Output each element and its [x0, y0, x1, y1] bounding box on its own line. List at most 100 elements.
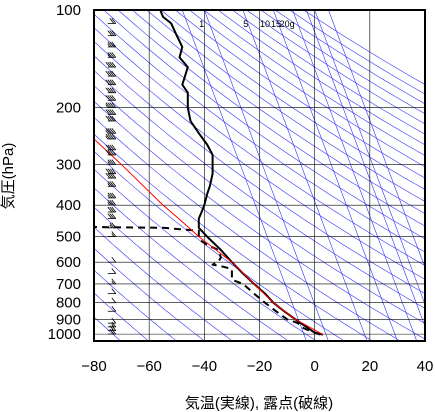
dry-adiabat-line	[217, 10, 425, 146]
wind-barb-flag	[109, 79, 115, 85]
wind-barb-flag	[111, 102, 117, 108]
dry-adiabat-line	[94, 41, 425, 280]
wind-barb-flag	[111, 52, 117, 58]
wind-barb-flag	[111, 328, 117, 335]
wind-barb	[107, 18, 117, 24]
wind-barb	[107, 256, 117, 263]
wind-barb	[107, 206, 117, 213]
mixing-ratio-lines	[181, 10, 425, 341]
wind-barb-flag	[109, 102, 115, 108]
wind-barb	[105, 133, 117, 140]
y-tick-label: 200	[56, 100, 81, 117]
wind-barb-flag	[111, 30, 117, 36]
dry-adiabat-line	[103, 10, 425, 240]
wind-barb-flag	[111, 268, 117, 274]
dry-adiabat-line	[94, 55, 425, 294]
wind-barb-flag	[111, 168, 117, 174]
wind-barb-half-flag	[111, 323, 115, 328]
wind-barb-flag	[111, 144, 117, 151]
wind-barb-flag	[107, 115, 113, 122]
wind-barb	[107, 41, 117, 48]
wind-barb	[105, 87, 117, 94]
wind-barb-flag	[107, 213, 113, 219]
wind-barb	[107, 268, 117, 274]
wind-barb-flag	[105, 109, 111, 115]
wind-barb	[107, 192, 117, 199]
wind-barb-flag	[109, 206, 115, 213]
dry-adiabat-line	[132, 10, 425, 214]
wind-barb-flag	[111, 278, 117, 285]
plot-frame	[93, 9, 426, 342]
dry-adiabat-line	[94, 269, 177, 341]
dry-adiabat-lines	[94, 10, 425, 341]
wind-barb-flag	[109, 159, 115, 165]
wind-barb-flag	[107, 149, 113, 156]
y-tick-label: 600	[56, 254, 81, 271]
wind-barb-flag	[105, 115, 111, 122]
wind-barb-flag	[111, 70, 117, 77]
wind-barb-half-flag	[107, 201, 111, 206]
wind-barb-flag	[107, 95, 113, 101]
wind-barb-flag	[111, 79, 117, 85]
wind-barb-half-flag	[105, 130, 109, 134]
wind-barb-half-flag	[107, 54, 111, 58]
wind-barb	[105, 127, 117, 134]
mixing-ratio-label: 10	[260, 19, 270, 29]
wind-barb-flag	[107, 61, 113, 68]
wind-barb-flag	[107, 192, 113, 199]
dry-adiabat-line	[94, 168, 317, 341]
mixing-ratio-label: 1	[199, 19, 204, 29]
wind-barb	[105, 70, 117, 77]
wind-barb-flag	[109, 199, 115, 206]
mixing-ratio-line	[273, 10, 398, 341]
wind-barb-flag	[111, 181, 117, 187]
wind-barb-flag	[111, 306, 117, 312]
dry-adiabat-line	[94, 27, 425, 266]
wind-barb-half-flag	[111, 280, 115, 285]
wind-barb-flag	[109, 149, 115, 156]
wind-barb	[107, 213, 117, 219]
wind-barb	[105, 115, 117, 122]
wind-barb-flag	[109, 192, 115, 199]
wind-barb-flag	[111, 18, 117, 24]
dry-adiabat-line	[94, 316, 121, 341]
wind-barb-flag	[111, 321, 117, 328]
wind-barb-flag	[111, 159, 117, 165]
wind-barb-half-flag	[107, 183, 111, 187]
wind-barb	[107, 317, 117, 324]
wind-barb-flag	[107, 206, 113, 213]
wind-barb-flag	[109, 70, 115, 77]
wind-barb-flag	[109, 328, 115, 335]
wind-barb-flag	[109, 144, 115, 151]
x-tick-label: −20	[247, 358, 272, 375]
wind-barb-flag	[107, 79, 113, 85]
wind-barb-flag	[105, 149, 111, 156]
wind-barb	[105, 168, 117, 175]
wind-barb-flag	[111, 317, 117, 324]
dry-adiabat-line	[94, 247, 205, 341]
dry-adiabat-line	[117, 10, 425, 227]
wind-barb	[107, 278, 117, 285]
mixing-ratio-line	[181, 10, 307, 341]
wind-barb	[105, 144, 117, 151]
wind-barb-flag	[107, 30, 113, 36]
dry-adiabat-line	[203, 10, 425, 156]
x-axis-ticks: −80 −60 −40 −20 0 20 40	[81, 358, 433, 375]
x-tick-label: 40	[417, 358, 434, 375]
mixing-ratio-line	[328, 10, 425, 269]
mixing-ratio-line	[242, 10, 368, 341]
dry-adiabat-line	[189, 10, 425, 168]
wind-barb-flag	[109, 61, 115, 68]
wind-barb-flag	[109, 87, 115, 93]
wind-barb	[107, 52, 117, 58]
wind-barb-half-flag	[107, 194, 111, 199]
dry-adiabat-line	[175, 10, 425, 179]
wind-barb	[107, 181, 117, 187]
wind-barb-flag	[111, 61, 117, 68]
dry-adiabat-line	[94, 70, 425, 309]
y-tick-label: 900	[56, 311, 81, 328]
dry-adiabat-line	[94, 116, 401, 341]
dry-adiabat-line	[146, 10, 425, 202]
